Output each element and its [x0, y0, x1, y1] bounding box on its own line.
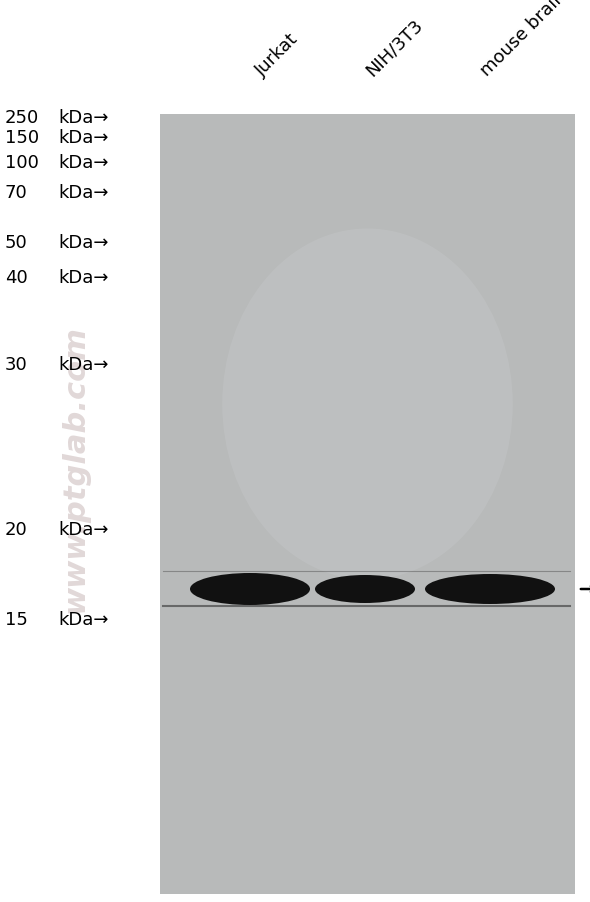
Text: 100: 100: [5, 154, 39, 171]
Text: kDa→: kDa→: [58, 234, 109, 252]
Text: 40: 40: [5, 269, 28, 287]
Ellipse shape: [190, 574, 310, 605]
Text: 15: 15: [5, 611, 28, 629]
Text: kDa→: kDa→: [58, 355, 109, 373]
Ellipse shape: [222, 229, 513, 580]
Text: kDa→: kDa→: [58, 109, 109, 127]
Text: 20: 20: [5, 520, 28, 538]
Text: mouse brain: mouse brain: [477, 0, 570, 80]
Text: 150: 150: [5, 129, 39, 147]
Text: Jurkat: Jurkat: [253, 31, 302, 80]
Text: kDa→: kDa→: [58, 611, 109, 629]
Text: 250: 250: [5, 109, 40, 127]
Ellipse shape: [315, 575, 415, 603]
Text: kDa→: kDa→: [58, 129, 109, 147]
Text: 70: 70: [5, 184, 28, 202]
Ellipse shape: [425, 575, 555, 604]
Text: kDa→: kDa→: [58, 154, 109, 171]
Bar: [160, 115, 575, 894]
Text: kDa→: kDa→: [58, 269, 109, 287]
Text: kDa→: kDa→: [58, 520, 109, 538]
Text: 50: 50: [5, 234, 28, 252]
Text: kDa→: kDa→: [58, 184, 109, 202]
Text: 30: 30: [5, 355, 28, 373]
Text: www.ptglab.com: www.ptglab.com: [61, 326, 90, 612]
Text: NIH/3T3: NIH/3T3: [362, 16, 426, 80]
